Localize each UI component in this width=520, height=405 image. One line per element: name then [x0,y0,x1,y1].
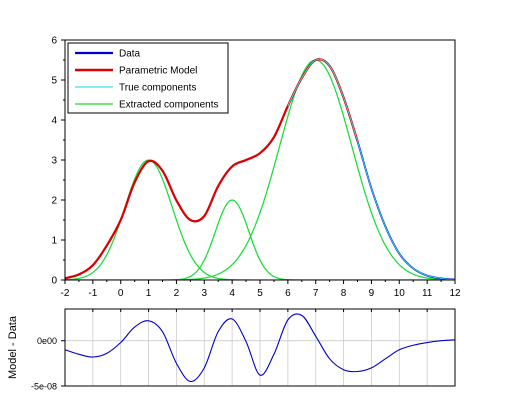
x-tick-label: 10 [394,288,406,299]
extracted-component-1-line [65,159,364,280]
legend-label: Parametric Model [119,66,197,77]
x-tick-label: 6 [285,288,291,299]
legend-box [67,42,229,114]
x-tick-label: 4 [229,288,235,299]
residual-line [64,313,456,383]
curves [65,58,455,280]
y-tick-label: 6 [51,36,57,47]
y-tick-label: 1 [51,236,57,247]
x-tick-label: 0 [118,288,124,299]
x-tick-label: 7 [313,288,319,299]
x-tick-label: 9 [369,288,375,299]
main-chart: -2 -1 0 1 2 3 4 5 6 7 8 9 10 11 120123456DataParametri… [51,36,461,300]
y-tick-label: 5 [51,76,57,87]
residual-y-axis-label: Model - Data [7,315,19,379]
y-tick-label: 3 [51,156,57,167]
y-tick-label: 4 [51,116,57,127]
true-sum-overlay-line [287,58,455,280]
y-tick-label: 2 [51,196,57,207]
x-tick-label: 11 [422,288,433,299]
x-tick-label: 1 [146,288,152,299]
x-tick-label: -1 [88,288,97,299]
y-tick-label: 0 [51,276,57,287]
x-tick-label: 2 [174,288,180,299]
x-tick-label: 3 [202,288,208,299]
residual-y-tick-label: -5e-08 [31,382,57,392]
legend-label: Data [119,49,141,60]
legend-label: True components [119,83,196,94]
x-tick-label: 5 [257,288,263,299]
x-tick-label: -2 [61,288,70,299]
legend: Data Parametric Model True components Extra… [67,42,229,114]
extracted-component-2-line [65,199,364,280]
x-tick-label: 12 [449,288,461,299]
x-tick-label: 8 [341,288,347,299]
residual-y-tick-label: 0e00 [37,336,57,346]
residual-chart: 0e00 -5e-08 Model - Data [7,308,456,392]
legend-label: Extracted components [119,100,219,111]
